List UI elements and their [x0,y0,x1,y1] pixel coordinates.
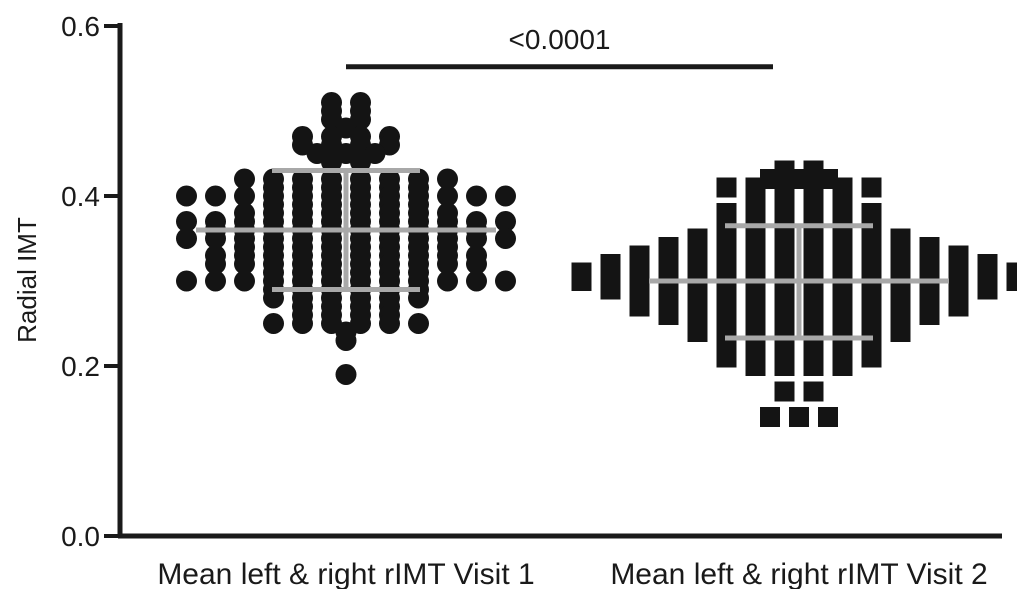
data-point [466,228,487,249]
y-axis-title: Radial IMT [12,217,42,343]
data-point [205,270,226,292]
axes-layer [117,23,1002,539]
data-point [466,270,487,292]
data-point [760,407,780,427]
data-point [745,356,766,376]
data-point [205,228,226,249]
data-point [774,356,795,376]
data-point [919,305,940,325]
data-point [495,211,516,232]
data-point [495,228,516,249]
data-point [263,287,284,309]
data-point [176,270,197,292]
data-point [774,381,795,402]
data-point [437,168,458,190]
data-point [205,185,226,207]
data-point [379,313,400,334]
y-ticks-layer: 0.0 0.2 0.4 0.6 [61,11,120,552]
data-point [861,203,882,223]
data-point [803,356,824,376]
data-point [335,330,357,351]
data-point [1006,271,1017,291]
data-point [687,322,708,342]
data-point [234,168,255,190]
data-point [321,151,342,173]
y-tick-label: 0.0 [61,521,100,552]
data-point [437,185,458,207]
data-point [234,253,255,275]
data-point [629,296,650,317]
category-label: Mean left & right rIMT Visit 2 [610,558,987,589]
data-point [350,151,371,173]
data-point [495,185,516,207]
data-point [861,347,882,368]
data-points-layer [176,92,1017,427]
data-point [234,185,255,207]
data-point [292,313,313,334]
data-point [263,313,284,334]
significance-label: <0.0001 [509,24,611,55]
data-point [890,322,911,342]
data-point [234,270,255,292]
data-point [832,177,853,198]
data-point [658,305,679,325]
data-point [571,271,592,291]
data-point [437,253,458,275]
data-point [716,177,737,198]
data-point [716,347,737,368]
data-point [600,279,621,300]
summary-stats-overlay [196,168,949,341]
category-labels: Mean left & right rIMT Visit 1 Mean left … [157,558,987,589]
data-point [176,211,197,232]
data-point [466,185,487,207]
data-point [803,381,824,402]
data-point [437,270,458,292]
y-tick-label: 0.6 [61,11,100,42]
data-point [495,270,516,292]
data-point [176,228,197,249]
data-point [861,177,882,198]
data-point [745,177,766,198]
y-tick-label: 0.2 [61,351,100,382]
data-point [716,203,737,223]
significance-annotation: <0.0001 [346,24,773,70]
data-point [335,364,357,385]
data-point [818,407,838,427]
category-label: Mean left & right rIMT Visit 1 [157,558,534,589]
data-point [832,356,853,376]
data-point [948,296,969,317]
data-point [205,253,226,275]
data-point [466,253,487,275]
y-tick-label: 0.4 [61,181,100,212]
data-point [176,185,197,207]
data-point [977,279,998,300]
data-point [789,407,809,427]
data-point [408,313,429,334]
data-point [408,287,429,309]
